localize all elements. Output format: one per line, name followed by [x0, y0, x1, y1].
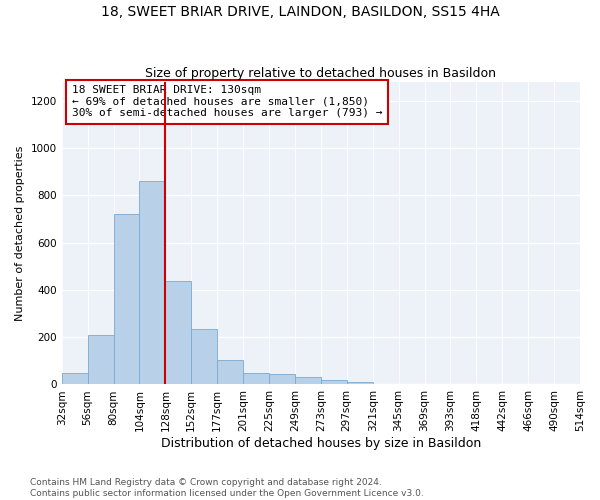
Bar — [217, 360, 243, 384]
Bar — [347, 382, 373, 384]
Bar — [321, 380, 347, 384]
Title: Size of property relative to detached houses in Basildon: Size of property relative to detached ho… — [145, 66, 496, 80]
Bar — [62, 372, 88, 384]
Bar — [139, 182, 166, 384]
Bar — [191, 329, 217, 384]
Bar — [88, 335, 113, 384]
Y-axis label: Number of detached properties: Number of detached properties — [15, 146, 25, 321]
Bar — [113, 214, 139, 384]
Bar — [295, 378, 321, 384]
Text: 18 SWEET BRIAR DRIVE: 130sqm
← 69% of detached houses are smaller (1,850)
30% of: 18 SWEET BRIAR DRIVE: 130sqm ← 69% of de… — [72, 85, 383, 118]
Bar — [243, 372, 269, 384]
Text: Contains HM Land Registry data © Crown copyright and database right 2024.
Contai: Contains HM Land Registry data © Crown c… — [30, 478, 424, 498]
X-axis label: Distribution of detached houses by size in Basildon: Distribution of detached houses by size … — [161, 437, 481, 450]
Bar — [269, 374, 295, 384]
Bar — [166, 280, 191, 384]
Text: 18, SWEET BRIAR DRIVE, LAINDON, BASILDON, SS15 4HA: 18, SWEET BRIAR DRIVE, LAINDON, BASILDON… — [101, 5, 499, 19]
